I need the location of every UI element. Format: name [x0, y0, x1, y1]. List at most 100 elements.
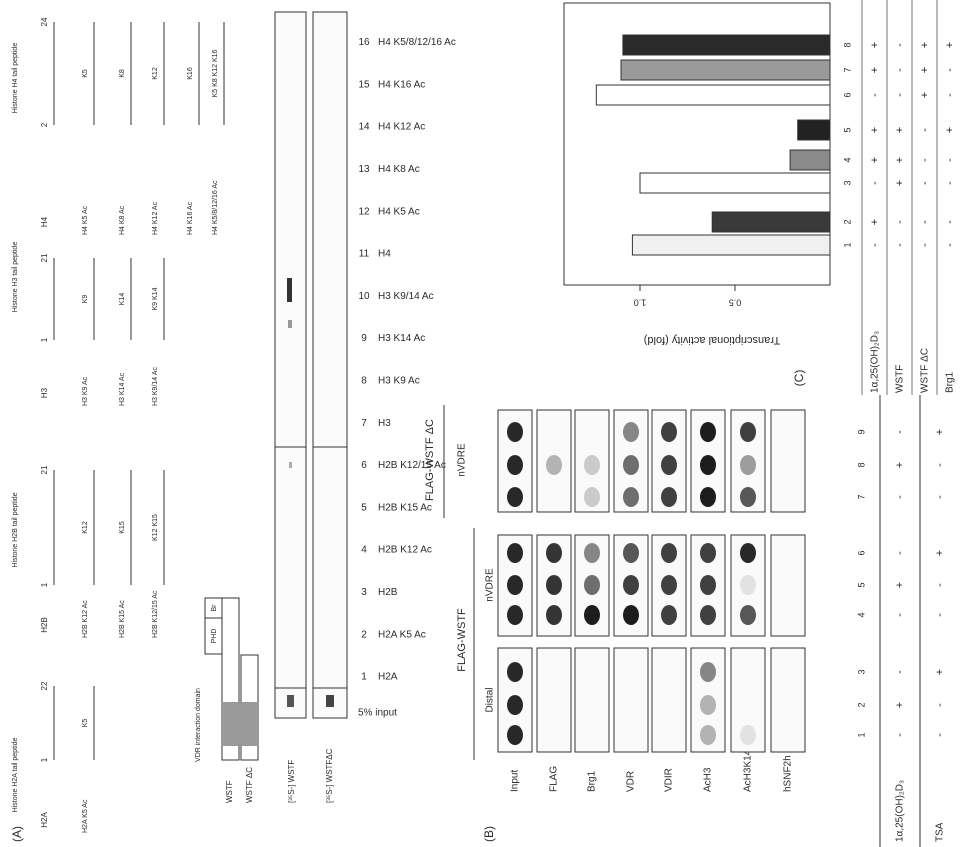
band	[623, 487, 639, 507]
lane-number: 2	[856, 702, 866, 707]
condition-sign: +	[894, 157, 906, 163]
bar	[621, 60, 830, 80]
condition-sign: +	[919, 67, 931, 73]
y-tick-label: 0.5	[729, 298, 742, 308]
band	[546, 543, 562, 563]
condition-name: 1α,25(OH)₂D₃	[870, 331, 881, 393]
lane-number: 1	[361, 672, 367, 683]
condition-sign: -	[934, 733, 946, 737]
band	[287, 278, 292, 302]
row-label: Brg1	[587, 770, 598, 792]
vdr-domain	[222, 702, 239, 746]
category-label: 4	[842, 157, 852, 162]
lane-number: 5	[856, 582, 866, 587]
peptide-title: Histone H3 tail peptide	[12, 242, 19, 313]
band	[507, 422, 523, 442]
bar	[790, 150, 830, 170]
band	[623, 455, 639, 475]
condition-sign: +	[894, 702, 906, 708]
condition-sign: +	[894, 582, 906, 588]
peptide-name: H2B	[40, 617, 49, 633]
condition-sign: -	[894, 670, 906, 674]
condition-sign: -	[894, 93, 906, 97]
row-label: Input	[510, 770, 521, 792]
lane-name: H2B K15 Ac	[378, 502, 432, 513]
blot-box	[652, 648, 686, 752]
band	[661, 575, 677, 595]
condition-sign: +	[894, 127, 906, 133]
condition-name: TSA	[935, 822, 946, 842]
panel-label: (C)	[792, 370, 806, 387]
lane-number: 13	[358, 164, 370, 175]
lane-name: H3 K9 Ac	[378, 376, 420, 387]
mod-sites: K12	[82, 521, 89, 534]
mod-sites: K9	[82, 295, 89, 304]
band	[661, 455, 677, 475]
blot-box	[575, 648, 609, 752]
condition-sign: +	[869, 157, 881, 163]
lane-number: 15	[358, 79, 370, 90]
band	[700, 575, 716, 595]
mod-sites: K5 K8 K12 K16	[212, 49, 219, 97]
row-label: hSNF2h	[783, 755, 794, 792]
lane-name: H4 K12 Ac	[378, 122, 425, 133]
band	[661, 543, 677, 563]
mod-sites: K15	[119, 521, 126, 534]
category-label: 6	[842, 92, 852, 97]
row-label: AcH3K14	[743, 749, 754, 792]
band	[700, 543, 716, 563]
blot-box	[614, 648, 648, 752]
condition-sign: -	[894, 613, 906, 617]
band	[507, 695, 523, 715]
condition-sign: -	[869, 243, 881, 247]
mod-sites: K16	[187, 67, 194, 80]
band	[661, 422, 677, 442]
band	[507, 725, 523, 745]
condition-sign: +	[869, 219, 881, 225]
condition-sign: -	[919, 181, 931, 185]
lane-name: H2A K5 Ac	[378, 629, 426, 640]
band	[661, 487, 677, 507]
condition-sign: +	[894, 462, 906, 468]
group-title: FLAG-WSTF	[456, 608, 468, 672]
condition-sign: +	[869, 127, 881, 133]
band	[584, 455, 600, 475]
condition-sign: -	[944, 243, 956, 247]
bar	[712, 212, 830, 232]
condition-sign: -	[944, 68, 956, 72]
peptide-start: 1	[40, 337, 49, 342]
lane-number: 4	[856, 612, 866, 617]
band	[507, 455, 523, 475]
peptide-name: H2A	[40, 812, 49, 828]
condition-sign: -	[919, 128, 931, 132]
lane-number: 16	[358, 37, 370, 48]
condition-name: Brg1	[945, 371, 956, 393]
blot-label: [³⁵S-] WSTFΔC	[325, 748, 334, 803]
band	[623, 543, 639, 563]
mod-sites: K12	[152, 67, 159, 80]
band	[326, 695, 334, 707]
mod-sites: K5	[82, 69, 89, 78]
condition-sign: -	[934, 495, 946, 499]
band	[546, 605, 562, 625]
condition-sign: +	[919, 42, 931, 48]
lane-number: 6	[361, 460, 367, 471]
band	[288, 320, 292, 328]
page: (A)Histone H2A tail peptideH2A122H2A K5 …	[0, 0, 964, 847]
lane-number: 2	[361, 629, 367, 640]
peptide-end: 24	[40, 17, 49, 26]
domain-name: Br	[211, 604, 218, 612]
condition-name: 1α,25(OH)₂D₃	[895, 780, 906, 842]
band	[584, 605, 600, 625]
bar	[623, 35, 830, 55]
condition-sign: -	[944, 93, 956, 97]
condition-sign: -	[934, 583, 946, 587]
condition-sign: -	[894, 551, 906, 555]
lane-number: 7	[856, 494, 866, 499]
mod-name: H2A K5 Ac	[82, 799, 89, 833]
band	[740, 605, 756, 625]
band	[507, 543, 523, 563]
band	[546, 455, 562, 475]
row-label: VDR	[626, 771, 637, 792]
category-label: 5	[842, 127, 852, 132]
